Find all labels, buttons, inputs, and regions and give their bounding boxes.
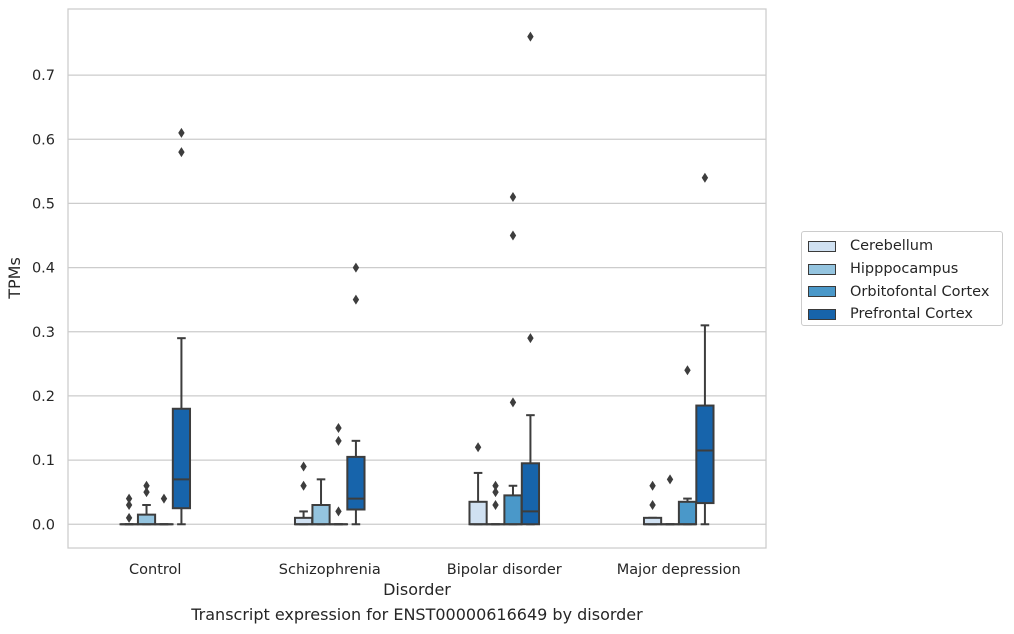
box-iqr	[171, 407, 192, 510]
figure-caption: Transcript expression for ENST0000061664…	[191, 605, 643, 624]
x-tick-label: Bipolar disorder	[447, 562, 562, 578]
legend-swatch	[808, 240, 836, 252]
legend-item-cerebellum: Cerebellum	[808, 235, 1002, 258]
outlier-point	[178, 127, 185, 138]
box-group	[695, 172, 715, 526]
legend-label: Orbitofontal Cortex	[850, 283, 990, 300]
box-group	[503, 192, 523, 526]
y-axis-label: TPMs	[5, 257, 24, 300]
box-group	[311, 478, 331, 526]
legend-label: Cerebellum	[850, 238, 934, 255]
outlier-point	[509, 230, 517, 241]
x-axis-label: Disorder	[383, 580, 451, 599]
x-tick-label: Control	[129, 562, 181, 578]
box-iqr	[311, 504, 331, 526]
outlier-point	[125, 500, 133, 511]
legend-label: Prefrontal Cortex	[850, 306, 973, 323]
box-group	[154, 493, 174, 526]
box-group	[136, 480, 157, 526]
box-group	[660, 474, 680, 526]
outlier-point	[527, 333, 534, 344]
outlier-point	[509, 192, 517, 203]
box-iqr	[136, 513, 157, 526]
box-iqr	[346, 455, 366, 511]
outlier-point	[125, 512, 133, 523]
box-iqr	[677, 500, 698, 526]
legend-item-prefrontal-cortex: Prefrontal Cortex	[808, 303, 1002, 326]
outlier-point	[666, 474, 674, 485]
box-group	[520, 31, 541, 526]
x-tick-label: Major depression	[617, 562, 741, 578]
box-group	[468, 442, 488, 526]
legend-item-orbitofontal-cortex: Orbitofontal Cortex	[808, 280, 1002, 303]
outlier-point	[701, 172, 709, 183]
legend-item-hipppocampus: Hipppocampus	[808, 258, 1002, 281]
y-tick-label: 0.4	[32, 261, 55, 277]
outlier-point	[492, 487, 499, 498]
y-tick-labels: 0.0 0.1 0.2 0.3 0.4 0.5 0.6 0.7	[32, 68, 55, 533]
box-group	[642, 480, 663, 526]
y-tick-label: 0.7	[32, 68, 55, 84]
x-tick-labels: Control Schizophrenia Bipolar disorder Majo…	[129, 562, 741, 578]
box-plot-marks	[119, 31, 715, 526]
outlier-point	[684, 365, 691, 376]
outlier-point	[125, 493, 133, 504]
plot-frame	[67, 8, 767, 549]
y-tick-label: 0.6	[32, 132, 55, 148]
outlier-point	[143, 487, 150, 498]
box-iqr	[468, 500, 488, 526]
outlier-point	[492, 480, 499, 491]
outlier-point	[300, 461, 307, 472]
legend-label: Hipppocampus	[850, 261, 959, 278]
box-iqr	[695, 404, 715, 505]
box-group	[171, 127, 192, 526]
y-tick-label: 0.5	[32, 196, 55, 212]
outlier-point	[649, 480, 656, 491]
outlier-point	[335, 435, 342, 446]
outlier-point	[352, 294, 360, 305]
box-iqr	[503, 494, 523, 526]
outlier-point	[160, 493, 168, 504]
box-group	[346, 262, 366, 526]
outlier-point	[178, 147, 185, 158]
outlier-point	[492, 500, 499, 511]
box-iqr	[520, 462, 541, 526]
outlier-point	[143, 480, 150, 491]
legend-swatch	[808, 263, 836, 275]
legend: Cerebellum Hipppocampus Orbitofontal Cor…	[801, 231, 1003, 326]
x-tick-label: Schizophrenia	[279, 562, 381, 578]
outlier-point	[352, 262, 360, 273]
box-group	[119, 493, 139, 526]
outlier-point	[527, 31, 534, 42]
y-tick-label: 0.0	[32, 517, 55, 533]
outlier-point	[335, 423, 342, 434]
box-group	[328, 423, 349, 526]
outlier-point	[300, 480, 307, 491]
outlier-point	[335, 506, 342, 517]
y-tick-label: 0.1	[32, 453, 55, 469]
outlier-point	[509, 397, 517, 408]
box-group	[677, 365, 698, 526]
legend-swatch	[808, 308, 836, 320]
outlier-point	[649, 500, 656, 511]
box-group	[485, 480, 506, 526]
y-tick-label: 0.2	[32, 389, 55, 405]
box-group	[293, 461, 314, 526]
y-tick-label: 0.3	[32, 325, 55, 341]
legend-swatch	[808, 286, 836, 298]
outlier-point	[474, 442, 482, 453]
